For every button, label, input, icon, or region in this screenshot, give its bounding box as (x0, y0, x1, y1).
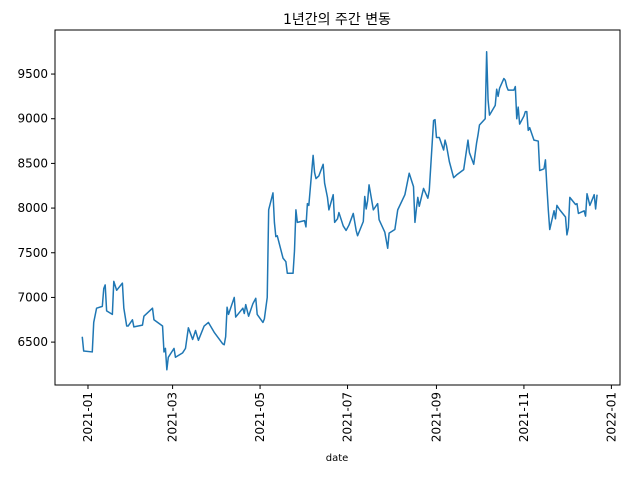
x-tick-label: 2022-01 (604, 392, 618, 442)
y-tick-label: 6500 (17, 335, 48, 349)
x-tick-label: 2021-01 (81, 392, 95, 442)
x-tick-label: 2021-07 (341, 392, 355, 442)
x-tick-label: 2021-09 (429, 392, 443, 442)
plot-frame (54, 29, 621, 386)
y-tick-label: 7000 (17, 290, 48, 304)
line-series (81, 50, 598, 371)
y-tick-label: 9500 (17, 67, 48, 81)
y-tick-label: 9000 (17, 112, 48, 126)
x-axis-label: date (326, 453, 349, 464)
x-tick-label: 2021-03 (166, 392, 180, 442)
y-tick-label: 7500 (17, 246, 48, 260)
y-tick-label: 8000 (17, 201, 48, 215)
chart-title: 1년간의 주간 변동 (283, 12, 391, 28)
x-tick-label: 2021-11 (517, 392, 531, 442)
y-tick-label: 8500 (17, 156, 48, 170)
x-tick-label: 2021-05 (253, 392, 267, 442)
